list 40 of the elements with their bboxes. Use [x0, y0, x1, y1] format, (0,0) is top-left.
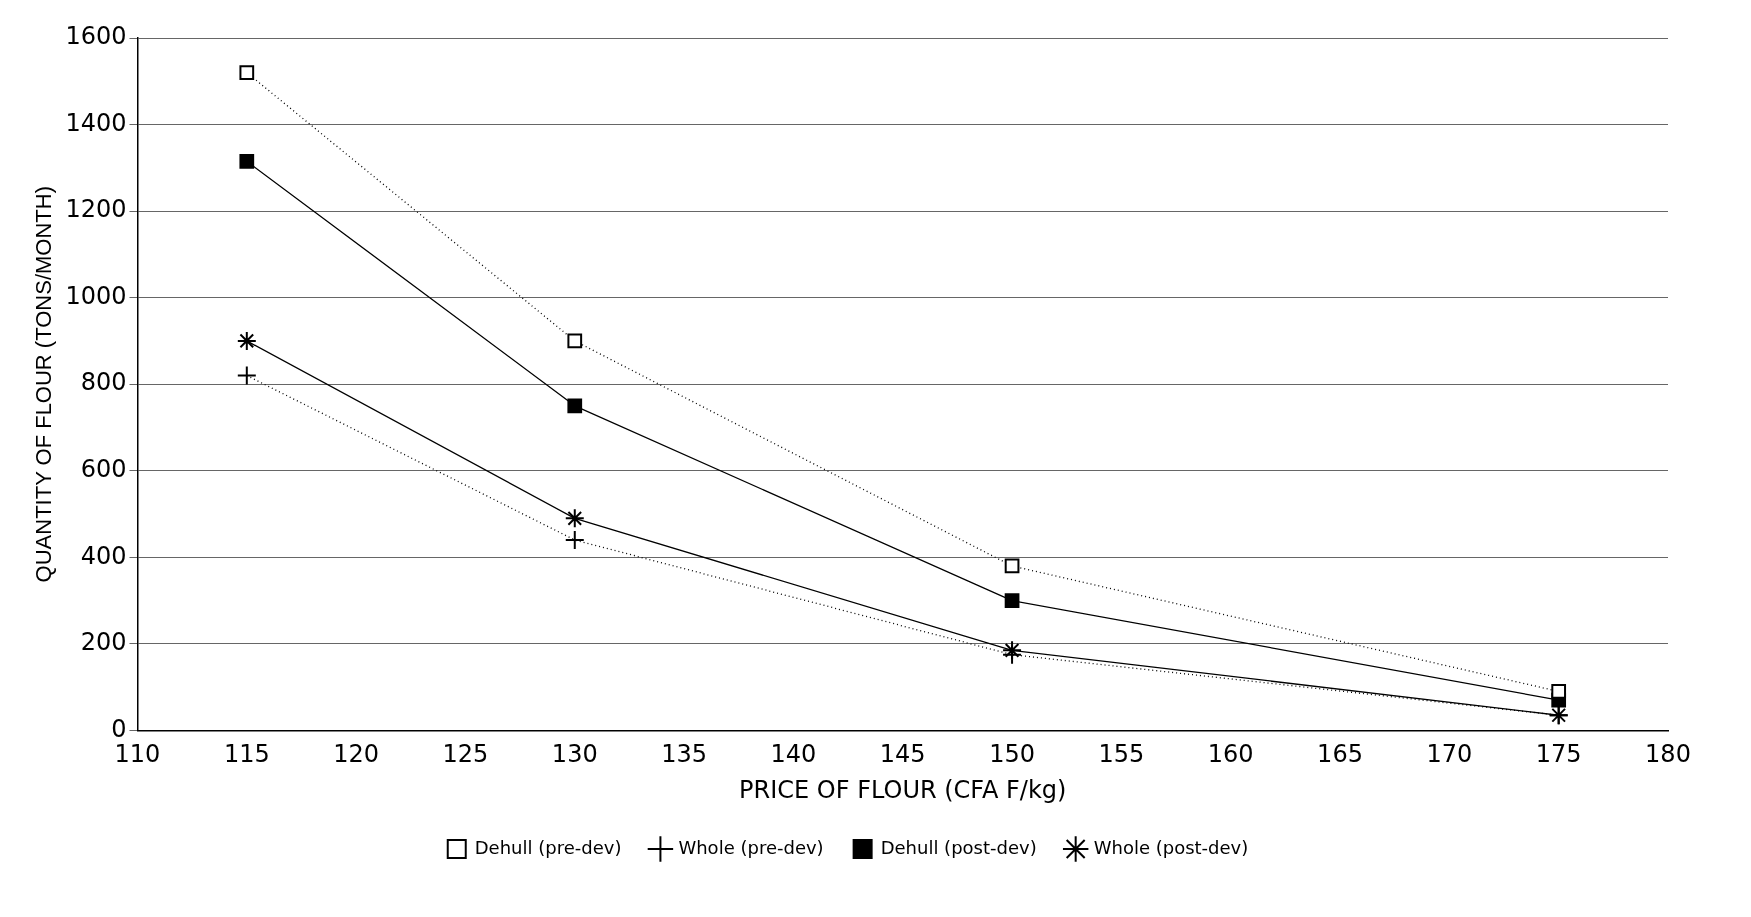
legend-label: Whole (pre-dev) — [678, 836, 824, 858]
point — [239, 65, 255, 80]
x-tick-label: 135 — [661, 740, 707, 769]
point — [1004, 593, 1020, 608]
x-tick-label: 165 — [1317, 740, 1363, 769]
y-tick-label: 1200 — [65, 195, 127, 224]
point — [236, 330, 257, 351]
legend-label: Whole (post-dev) — [1093, 836, 1249, 858]
y-tick-label: 400 — [80, 541, 127, 570]
x-tick-label: 155 — [1098, 740, 1145, 769]
x-tick-label: 120 — [333, 740, 380, 769]
x-tick-label: 145 — [879, 740, 926, 769]
point — [567, 398, 583, 414]
x-axis-title: PRICE OF FLOUR (CFA F/kg) — [739, 775, 1067, 804]
x-tick-label: 170 — [1426, 740, 1473, 769]
y-tick-label: 200 — [80, 628, 127, 657]
y-tick-label: 1000 — [65, 281, 127, 310]
y-tick-label: 1600 — [65, 22, 127, 51]
x-tick-label: 180 — [1645, 740, 1691, 769]
x-tick-label: 140 — [770, 740, 817, 769]
point — [1004, 558, 1020, 574]
point — [1551, 684, 1567, 699]
x-tick-label: 110 — [114, 740, 161, 769]
point — [567, 333, 583, 349]
x-tick-label: 160 — [1207, 740, 1254, 769]
x-tick-label: 175 — [1535, 740, 1582, 769]
y-tick-label: 600 — [80, 454, 127, 483]
legend-label: Dehull (pre-dev) — [474, 836, 622, 858]
x-tick-label: 130 — [551, 740, 598, 769]
y-tick-label: 1400 — [65, 108, 127, 137]
point — [564, 508, 585, 529]
y-tick-label: 0 — [111, 714, 127, 743]
point — [236, 365, 257, 386]
x-tick-label: 125 — [442, 740, 489, 769]
legend-label: Dehull (post-dev) — [880, 836, 1037, 858]
x-tick-label: 115 — [223, 740, 270, 769]
y-axis-title: QUANTITY OF FLOUR (TONS/MONTH) — [31, 185, 57, 583]
x-tick-label: 150 — [989, 740, 1035, 769]
y-tick-label: 800 — [80, 368, 127, 397]
point — [239, 153, 255, 169]
